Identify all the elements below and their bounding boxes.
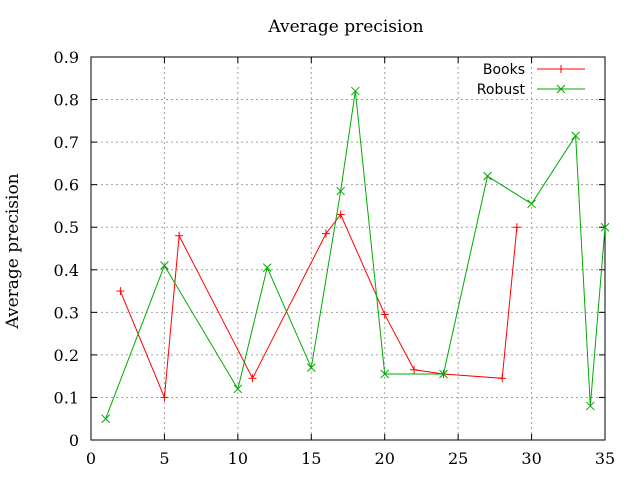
- books-data-point: [336, 210, 345, 219]
- robust-data-point: [571, 131, 580, 141]
- y-tick-label: 0.7: [54, 133, 79, 152]
- y-tick-label: 0.4: [54, 261, 79, 280]
- robust-data-point: [585, 401, 595, 411]
- robust-data-point-stroke: [483, 171, 492, 181]
- x-tick-label: 5: [159, 449, 169, 468]
- robust-data-point-stroke: [350, 86, 360, 96]
- books-data-point: [410, 365, 419, 374]
- x-tick-label: 20: [375, 449, 395, 468]
- books-data-point: [380, 310, 389, 319]
- y-tick-label: 0.6: [54, 176, 79, 195]
- robust-legend-marker: [556, 84, 566, 94]
- books-data-point: [175, 231, 184, 240]
- x-tick-label: 35: [595, 449, 615, 468]
- legend: Books Robust: [477, 62, 585, 98]
- y-tick-label: 0: [69, 431, 79, 450]
- robust-data-point: [336, 186, 346, 196]
- robust-data-point: [233, 384, 243, 394]
- x-tick-label: 25: [448, 449, 468, 468]
- robust-data-point: [439, 369, 448, 379]
- y-tick-label: 0.8: [54, 91, 79, 110]
- robust-data-point-stroke: [439, 369, 448, 379]
- robust-data-point: [350, 86, 360, 96]
- x-tick-label: 15: [301, 449, 321, 468]
- robust-legend-label: Robust: [477, 82, 526, 98]
- robust-data-point-stroke: [571, 131, 580, 141]
- series-layer: [101, 86, 610, 424]
- robust-data-point: [380, 369, 390, 379]
- y-axis-label: Average precision: [3, 173, 23, 329]
- robust-data-point: [262, 263, 272, 273]
- books-data-point: [321, 229, 330, 238]
- axis-ticks: 0 5 10 15 20 25 30 35 0 0.1 0.2 0.3 0.4 0.5 0.6 0.7 0.8 0…: [54, 48, 616, 468]
- robust-data-point: [101, 414, 111, 424]
- y-tick-label: 0.3: [54, 303, 79, 322]
- plot-frame: [90, 56, 606, 441]
- books-data-point: [512, 223, 521, 232]
- robust-data-point-stroke: [527, 199, 536, 209]
- robust-data-point: [483, 171, 492, 181]
- robust-data-point-stroke: [600, 222, 610, 232]
- books-data-point: [248, 374, 257, 383]
- robust-data-point-stroke: [585, 401, 595, 411]
- robust-data-point-stroke: [233, 384, 243, 394]
- x-tick-label: 10: [228, 449, 248, 468]
- robust-data-point: [306, 363, 316, 373]
- books-series-line: [119, 213, 518, 398]
- chart-title: Average precision: [267, 17, 423, 37]
- books-data-point: [498, 374, 507, 383]
- grid-lines: [91, 57, 605, 440]
- robust-data-point: [600, 222, 610, 232]
- y-tick-label: 0.5: [54, 218, 79, 237]
- robust-data-point-stroke: [336, 186, 346, 196]
- robust-data-point-stroke: [101, 414, 111, 424]
- y-tick-label: 0.9: [54, 48, 79, 67]
- robust-data-point-stroke: [380, 369, 390, 379]
- robust-data-point: [160, 261, 169, 270]
- x-tick-label: 30: [521, 449, 541, 468]
- robust-data-point-stroke: [160, 261, 169, 270]
- books-legend-label: Books: [483, 62, 525, 78]
- y-tick-label: 0.2: [54, 346, 79, 365]
- robust-data-point-stroke: [306, 363, 316, 373]
- robust-data-point: [527, 199, 536, 209]
- books-data-point: [160, 393, 169, 402]
- books-data-point: [116, 287, 125, 296]
- books-legend-marker: [557, 65, 565, 73]
- robust-series-line: [105, 90, 606, 419]
- robust-data-point-stroke: [262, 263, 272, 273]
- x-tick-label: 0: [86, 449, 96, 468]
- y-tick-label: 0.1: [54, 388, 79, 407]
- robust-legend-marker-stroke: [556, 84, 566, 94]
